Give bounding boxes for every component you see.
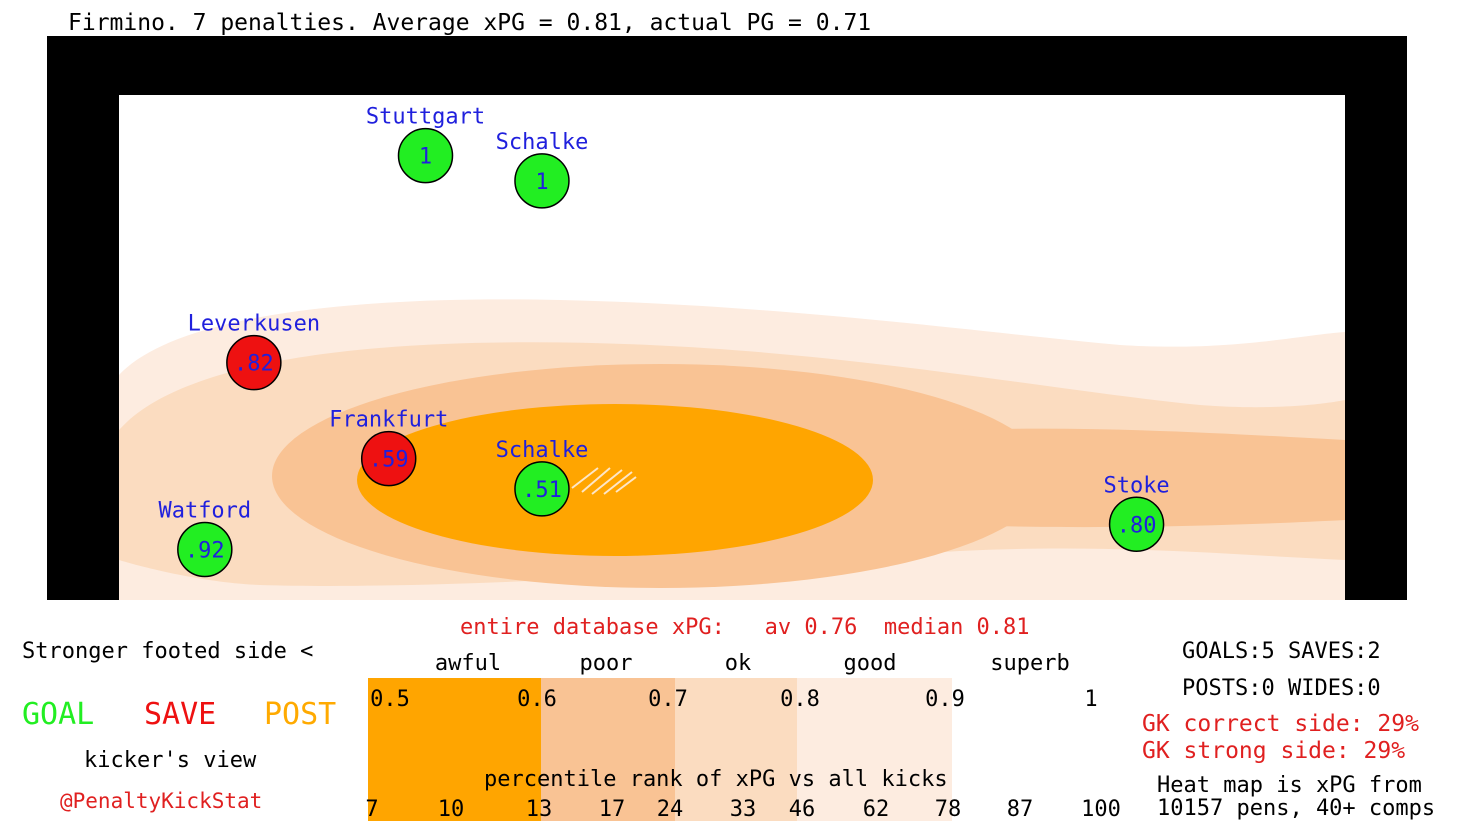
heatmap-note-1: Heat map is xPG from [1157,773,1422,798]
heat-band-right [960,428,1345,528]
scale-bar [368,678,952,821]
scale-category-label: poor [580,651,633,676]
kickers-view-label: kicker's view [84,748,257,773]
scale-band-ok [675,678,797,821]
percentile-label: percentile rank of xPG vs all kicks [484,767,948,792]
scale-categories: awful poor ok good superb [435,651,1070,676]
penalty-marker: .92 Watford [158,499,251,578]
scale-band-good [797,678,952,821]
percentile-value: 7 [365,797,378,821]
scale-tick-label: 0.8 [780,687,820,712]
scale-category-label: awful [435,651,501,676]
penalty-xpg-value: .51 [522,478,562,503]
scale-ticks: 0.5 0.6 0.7 0.8 0.9 1 [370,687,1098,712]
percentile-value: 62 [863,797,890,821]
penalty-dot [514,153,570,209]
penalty-opponent-label: Leverkusen [188,312,320,337]
penalty-opponent-label: Watford [158,499,251,524]
scale-tick-label: 0.5 [370,687,410,712]
database-xpg-header: entire database xPG: av 0.76 median 0.81 [460,615,1030,640]
percentile-value: 33 [730,797,757,821]
penalty-xpg-value: .59 [369,448,409,473]
penalty-opponent-label: Stoke [1103,473,1169,498]
penalty-xpg-value: .82 [234,352,274,377]
chart-title: Firmino. 7 penalties. Average xPG = 0.81… [68,10,871,36]
scale-category-label: good [844,651,897,676]
scale-category-label: superb [990,651,1069,676]
penalty-marker: .82 Leverkusen [188,312,320,391]
penalty-xpg-value: 1 [535,170,548,195]
penalty-dot [514,461,570,517]
penalty-marker: .59 Frankfurt [329,408,448,487]
percentile-values: 7 10 13 17 24 33 46 62 78 87 100 [365,797,1121,821]
percentile-value: 46 [789,797,816,821]
scale-tick-label: 0.9 [925,687,965,712]
penalty-xpg-value: .92 [185,539,225,564]
stats-goals-saves: GOALS:5 SAVES:2 [1182,639,1381,664]
penalty-opponent-label: Schalke [496,438,589,463]
gk-correct-side: GK correct side: 29% [1142,711,1419,737]
credit-label: @PenaltyKickStat [60,789,262,813]
penalty-dot [177,521,233,578]
penalty-marker: .80 Stoke [1103,473,1170,552]
percentile-value: 10 [438,797,465,821]
heat-band-dark [357,404,873,556]
heat-hatch [571,467,637,495]
scale-tick-label: 0.6 [517,687,557,712]
penalty-markers: 1 Stuttgart 1 Schalke .82 Leverkusen .59 Frankf… [158,105,1170,578]
stats-posts-wides: POSTS:0 WIDES:0 [1182,676,1381,701]
legend-save: SAVE [144,697,216,732]
percentile-value: 17 [599,797,626,821]
xpg-heatmap [119,299,1345,600]
penalty-opponent-label: Schalke [496,130,589,155]
penalty-opponent-label: Frankfurt [329,408,448,433]
penalty-opponent-label: Stuttgart [366,105,485,130]
penalty-xpg-value: 1 [419,145,432,170]
penalty-dot [226,334,282,391]
penalty-xpg-value: .80 [1117,513,1157,538]
percentile-value: 24 [657,797,684,821]
penalty-marker: .51 Schalke [496,438,589,517]
penalty-marker: 1 Stuttgart [366,105,485,184]
heatmap-note-2: 10157 pens, 40+ comps [1157,796,1435,821]
gk-strong-side: GK strong side: 29% [1142,738,1405,764]
legend-goal: GOAL [22,697,94,732]
percentile-value: 78 [935,797,962,821]
scale-category-label: ok [725,651,752,676]
penalty-dot [397,127,454,184]
scale-band-awful [368,678,541,821]
penalty-dot [360,430,417,487]
scale-tick-label: 0.7 [648,687,688,712]
legend-post: POST [264,697,336,732]
percentile-value: 100 [1081,797,1121,821]
stronger-side-label: Stronger footed side < [22,639,313,664]
percentile-value: 13 [526,797,553,821]
percentile-value: 87 [1007,797,1034,821]
penalty-dot [1108,496,1165,552]
penalty-marker: 1 Schalke [496,130,589,209]
scale-tick-label: 1 [1084,687,1097,712]
scale-band-poor [541,678,675,821]
